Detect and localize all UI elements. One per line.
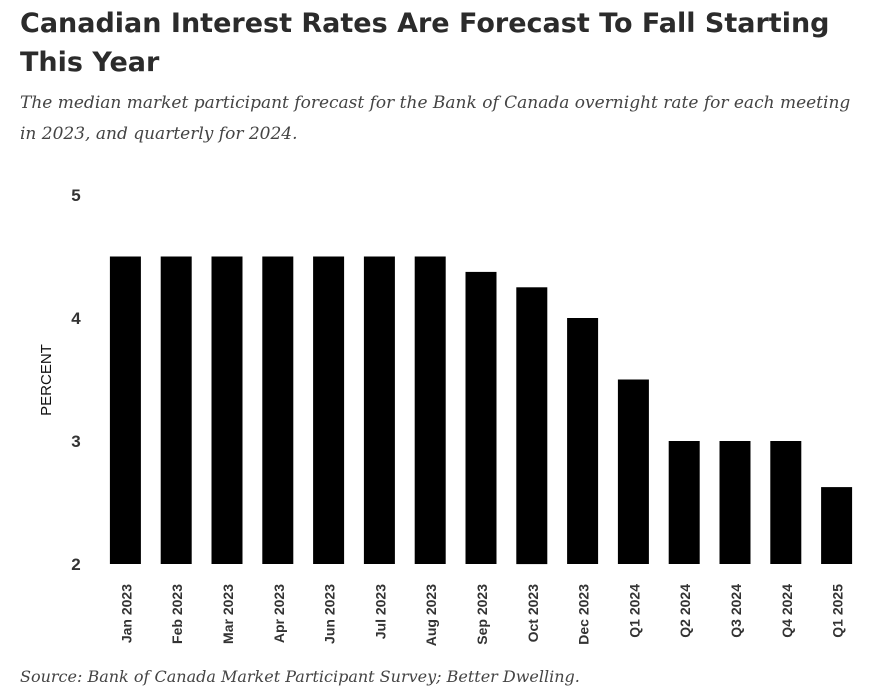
x-tick-label: Jul 2023 bbox=[372, 584, 388, 639]
bar bbox=[211, 256, 243, 564]
bar bbox=[719, 441, 751, 564]
y-tick-label: 4 bbox=[71, 309, 81, 328]
x-tick-label: Q2 2024 bbox=[677, 584, 693, 638]
bar bbox=[567, 318, 599, 564]
x-tick-label: Mar 2023 bbox=[220, 584, 236, 644]
x-tick-label: Q1 2025 bbox=[830, 584, 846, 638]
x-tick-label: Q1 2024 bbox=[626, 584, 642, 638]
bar bbox=[617, 379, 649, 564]
y-tick-label: 2 bbox=[71, 555, 80, 574]
bar bbox=[363, 256, 395, 564]
x-tick-label: Q4 2024 bbox=[779, 584, 795, 638]
bar bbox=[109, 256, 141, 564]
x-tick-label: Jan 2023 bbox=[118, 584, 134, 643]
bar-chart: 2 3 4 5 PERCENT Jan 2023 Feb 2023 Mar 2023 Apr… bbox=[38, 186, 853, 646]
x-tick-label: Dec 2023 bbox=[576, 584, 592, 645]
bars-group bbox=[109, 256, 853, 565]
x-tick-label: Q3 2024 bbox=[728, 584, 744, 638]
y-tick-label: 3 bbox=[71, 432, 80, 451]
bar bbox=[414, 256, 446, 564]
y-tick-label: 5 bbox=[71, 186, 80, 205]
bar bbox=[262, 256, 294, 564]
y-axis-label: PERCENT bbox=[38, 344, 55, 416]
x-tick-label: Jun 2023 bbox=[322, 584, 338, 644]
bar bbox=[821, 487, 853, 564]
x-axis-ticks: Jan 2023 Feb 2023 Mar 2023 Apr 2023 Jun 2023… bbox=[118, 584, 845, 646]
chart-subtitle: The median market participant forecast f… bbox=[20, 93, 851, 144]
bar bbox=[770, 441, 802, 564]
bar bbox=[465, 271, 497, 564]
x-tick-label: Sep 2023 bbox=[474, 584, 490, 645]
source-note: Source: Bank of Canada Market Participan… bbox=[20, 667, 580, 686]
bar bbox=[160, 256, 192, 564]
bar bbox=[516, 287, 548, 565]
bar bbox=[668, 441, 700, 564]
chart-title: Canadian Interest Rates Are Forecast To … bbox=[20, 8, 830, 78]
bar bbox=[313, 256, 345, 564]
x-tick-label: Oct 2023 bbox=[525, 584, 541, 643]
y-axis-ticks: 2 3 4 5 bbox=[71, 186, 81, 574]
x-tick-label: Apr 2023 bbox=[271, 584, 287, 643]
x-tick-label: Aug 2023 bbox=[423, 584, 439, 646]
x-tick-label: Feb 2023 bbox=[169, 584, 185, 644]
